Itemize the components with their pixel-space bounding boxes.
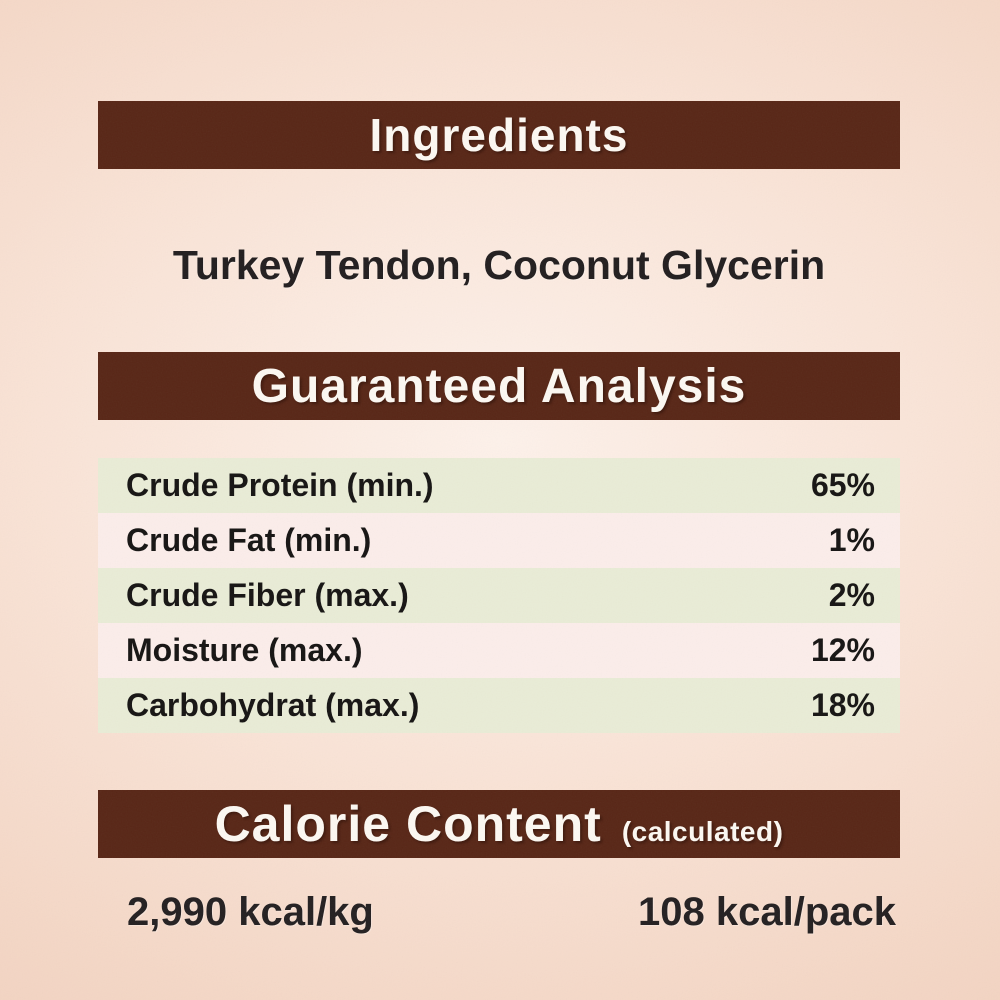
table-row: Crude Protein (min.) 65%	[98, 458, 900, 513]
ingredients-header-bar: Ingredients	[98, 101, 900, 169]
calorie-header-inner: Calorie Content (calculated)	[215, 795, 784, 853]
calorie-content-header-bar: Calorie Content (calculated)	[98, 790, 900, 858]
calorie-per-pack: 108 kcal/pack	[638, 889, 896, 934]
nutrient-value: 2%	[828, 577, 875, 613]
calorie-content-subtitle: (calculated)	[621, 816, 784, 847]
table-row: Moisture (max.) 12%	[98, 623, 900, 678]
calorie-values-row: 2,990 kcal/kg 108 kcal/pack	[98, 886, 900, 938]
guaranteed-analysis-header-bar: Guaranteed Analysis	[98, 352, 900, 420]
nutrient-label: Moisture (max.)	[126, 632, 363, 668]
nutrient-value: 12%	[810, 632, 875, 668]
guaranteed-analysis-table: Crude Protein (min.) 65% Crude Fat (min.…	[98, 458, 900, 733]
nutrient-value: 1%	[828, 522, 875, 558]
nutrient-label: Crude Protein (min.)	[126, 467, 434, 503]
calorie-content-title: Calorie Content	[214, 796, 602, 852]
table-row: Carbohydrat (max.) 18%	[98, 678, 900, 733]
nutrient-value: 18%	[810, 687, 875, 723]
label-content-column: Ingredients Turkey Tendon, Coconut Glyce…	[98, 0, 900, 1000]
ingredients-title: Ingredients	[369, 109, 629, 161]
ingredients-list: Turkey Tendon, Coconut Glycerin	[172, 241, 826, 288]
table-row: Crude Fat (min.) 1%	[98, 513, 900, 568]
nutrient-value: 65%	[810, 467, 875, 503]
guaranteed-analysis-title: Guaranteed Analysis	[251, 359, 747, 413]
nutrient-label: Carbohydrat (max.)	[126, 687, 420, 723]
calorie-per-kg: 2,990 kcal/kg	[127, 889, 374, 934]
nutrient-label: Crude Fat (min.)	[126, 522, 372, 558]
nutrient-label: Crude Fiber (max.)	[126, 577, 409, 613]
table-row: Crude Fiber (max.) 2%	[98, 568, 900, 623]
